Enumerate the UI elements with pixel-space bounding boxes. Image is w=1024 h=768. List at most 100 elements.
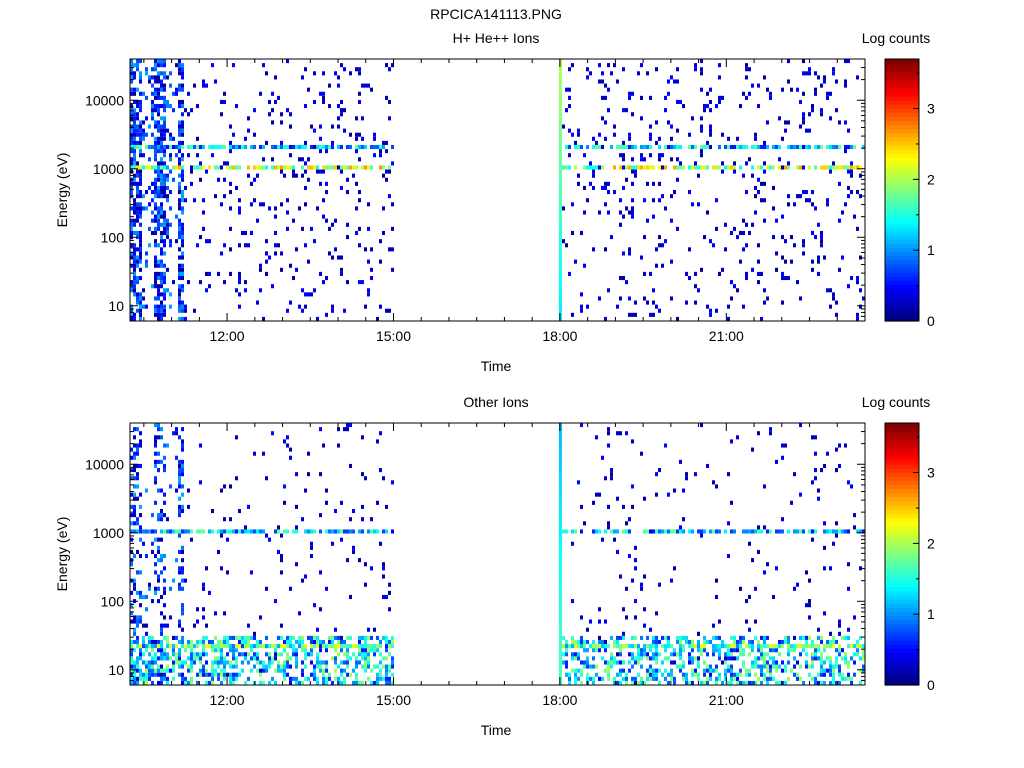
heatmap-cell: [139, 79, 142, 84]
heatmap-cell: [295, 639, 298, 645]
heatmap-cell: [562, 206, 565, 211]
heatmap-cell: [181, 508, 184, 514]
heatmap-cell: [745, 680, 748, 685]
heatmap-cell: [220, 648, 223, 653]
heatmap-cell: [364, 668, 367, 673]
heatmap-cell: [319, 570, 322, 575]
heatmap-cell: [805, 652, 808, 657]
heatmap-cell: [181, 255, 184, 260]
heatmap-cell: [787, 639, 790, 645]
heatmap-cell: [181, 153, 184, 158]
heatmap-cell: [558, 566, 562, 571]
heatmap-cell: [730, 144, 733, 150]
heatmap-cell: [697, 529, 700, 534]
heatmap-cell: [181, 627, 184, 632]
heatmap-cell: [769, 431, 772, 436]
heatmap-cell: [748, 680, 751, 685]
heatmap-cell: [301, 165, 304, 170]
heatmap-cell: [790, 144, 793, 150]
heatmap-cell: [223, 676, 226, 681]
heatmap-cell: [196, 656, 199, 661]
heatmap-cell: [139, 439, 142, 444]
heatmap-cell: [190, 165, 193, 170]
heatmap-cell: [748, 157, 751, 162]
heatmap-cell: [238, 529, 241, 534]
heatmap-cell: [202, 639, 205, 645]
heatmap-cell: [628, 91, 631, 96]
heatmap-cell: [331, 656, 334, 661]
colorbar-swatch: [885, 549, 919, 555]
heatmap-cell: [154, 644, 157, 649]
heatmap-cell: [712, 652, 715, 657]
heatmap-cell: [703, 660, 706, 665]
heatmap-cell: [136, 463, 139, 469]
heatmap-cell: [301, 157, 304, 162]
heatmap-cell: [658, 181, 661, 186]
colorbar-swatch: [885, 292, 919, 298]
heatmap-cell: [166, 144, 169, 150]
heatmap-cell: [558, 594, 562, 600]
heatmap-cell: [181, 676, 184, 681]
heatmap-cell: [574, 144, 577, 150]
heatmap-cell: [163, 590, 166, 595]
heatmap-cell: [334, 71, 337, 76]
heatmap-cell: [745, 161, 748, 166]
heatmap-cell: [178, 468, 181, 473]
heatmap-cell: [175, 656, 178, 661]
heatmap-cell: [595, 144, 598, 150]
heatmap-cell: [157, 423, 160, 428]
heatmap-cell: [346, 652, 349, 657]
heatmap-cell: [214, 660, 217, 665]
colorbar-swatch: [885, 194, 919, 199]
heatmap-cell: [166, 267, 169, 272]
colorbar-swatch: [885, 210, 919, 216]
heatmap-cell: [775, 680, 778, 685]
heatmap-cell: [805, 144, 808, 150]
heatmap-cell: [196, 619, 199, 624]
heatmap-cell: [178, 128, 181, 133]
heatmap-cell: [568, 165, 571, 170]
heatmap-cell: [583, 664, 586, 669]
heatmap-cell: [670, 259, 673, 264]
heatmap-cell: [289, 455, 292, 460]
heatmap-cell: [163, 136, 166, 141]
heatmap-cell: [172, 529, 175, 534]
heatmap-cell: [376, 664, 379, 669]
heatmap-cell: [676, 652, 679, 657]
x-axis-label: Time: [481, 722, 512, 738]
heatmap-cell: [709, 668, 712, 673]
heatmap-cell: [130, 71, 133, 76]
heatmap-cell: [558, 607, 562, 612]
heatmap-cell: [163, 308, 166, 313]
heatmap-cell: [691, 680, 694, 685]
heatmap-cell: [718, 271, 721, 276]
heatmap-cell: [655, 67, 658, 72]
heatmap-cell: [349, 672, 352, 677]
heatmap-cell: [136, 484, 139, 489]
heatmap-cell: [358, 558, 361, 563]
heatmap-cell: [232, 132, 235, 137]
heatmap-cell: [139, 619, 142, 624]
heatmap-cell: [157, 296, 160, 301]
heatmap-cell: [151, 91, 154, 96]
heatmap-cell: [244, 243, 247, 248]
heatmap-cell: [139, 140, 142, 145]
heatmap-cell: [181, 194, 184, 199]
heatmap-cell: [157, 545, 160, 550]
heatmap-cell: [760, 644, 763, 649]
heatmap-cell: [136, 451, 139, 456]
heatmap-cell: [748, 668, 751, 673]
heatmap-cell: [580, 635, 583, 640]
heatmap-cell: [190, 660, 193, 665]
heatmap-cell: [328, 104, 331, 109]
heatmap-cell: [307, 652, 310, 657]
heatmap-cell: [619, 574, 622, 579]
heatmap-cell: [778, 116, 781, 121]
heatmap-cell: [631, 91, 634, 96]
heatmap-cell: [208, 639, 211, 645]
heatmap-cell: [703, 235, 706, 240]
heatmap-cell: [802, 116, 805, 121]
heatmap-cell: [706, 680, 709, 685]
heatmap-cell: [232, 676, 235, 681]
heatmap-cell: [130, 476, 133, 481]
